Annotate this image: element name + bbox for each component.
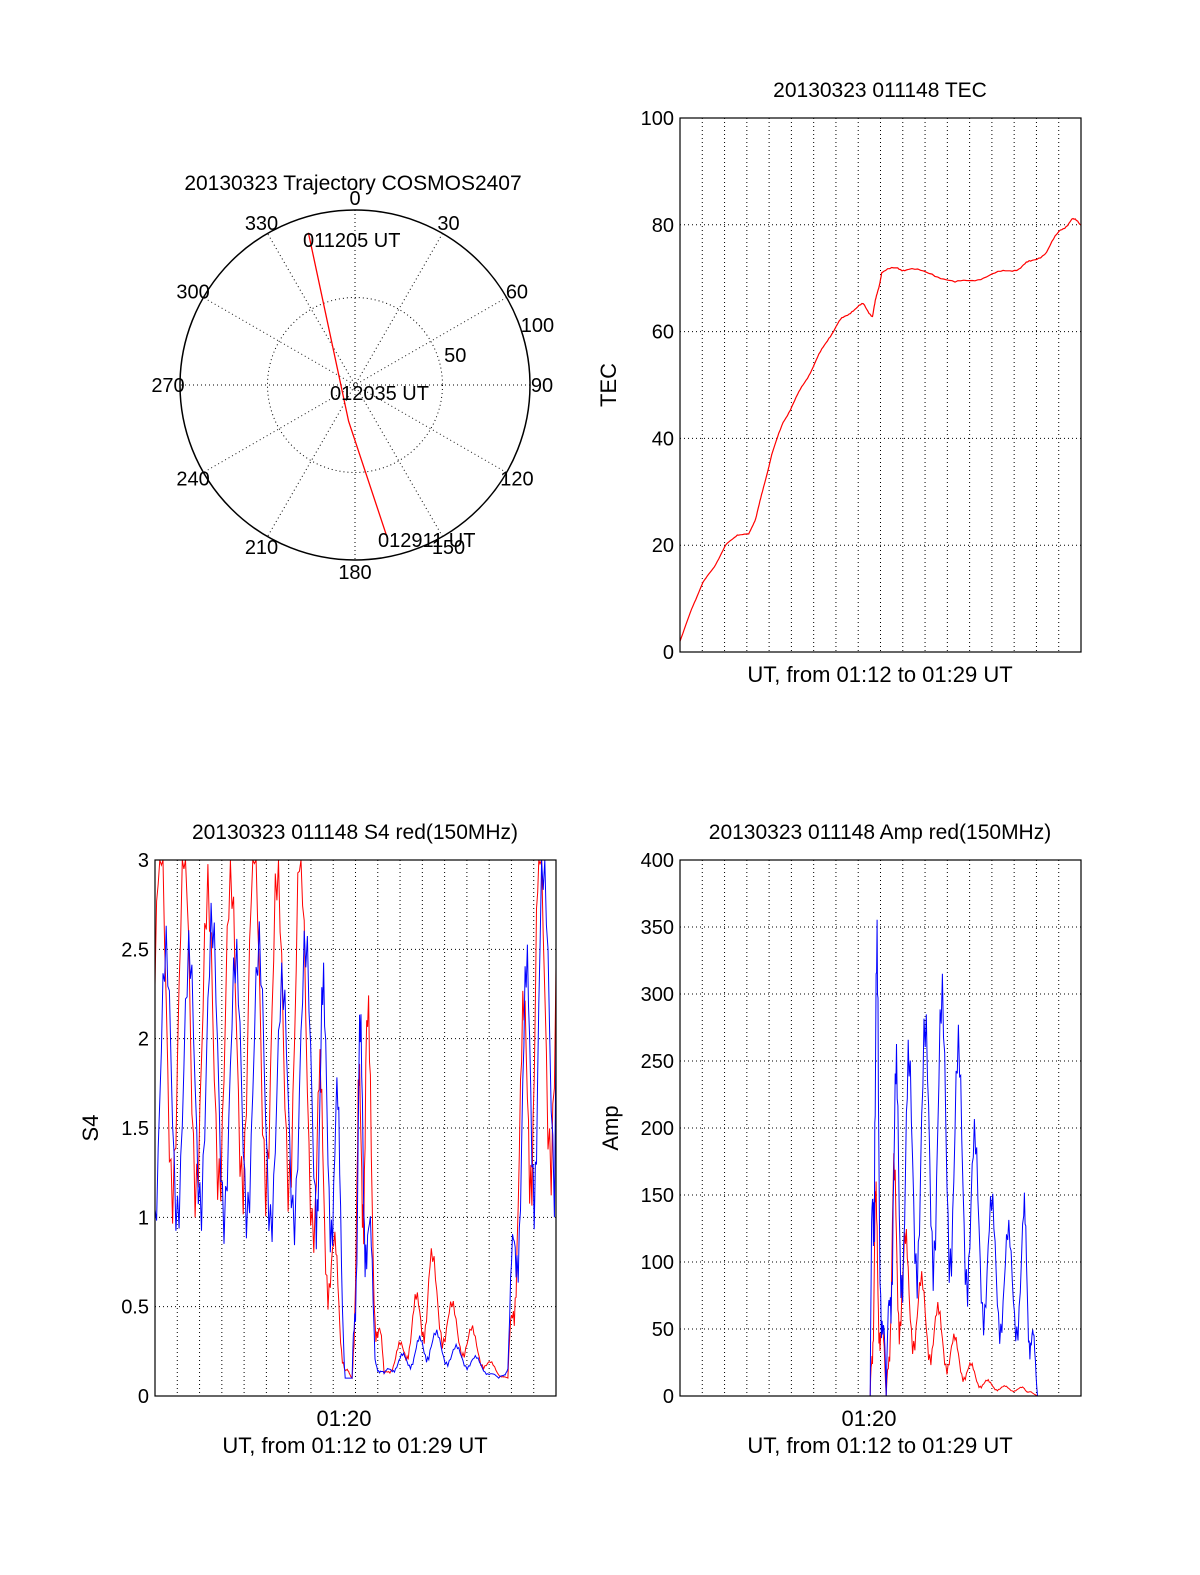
amp-grid: [680, 859, 1081, 1397]
amp-y-tick-label: 200: [641, 1118, 674, 1140]
tec-plot-frame: [679, 117, 1082, 653]
amp-series: [680, 919, 1081, 1397]
polar-annotation-mid: 012035 UT: [330, 383, 429, 405]
tec-x-axis-label: UT, from 01:12 to 01:29 UT: [747, 662, 1012, 687]
amp-y-tick-label: 350: [641, 917, 674, 939]
s4-y-tick-label: 0: [138, 1386, 149, 1408]
s4-plot-frame: [154, 859, 557, 1397]
tec-y-tick-label: 100: [641, 108, 674, 130]
s4-y-tick-labels: 0 0.5 1 1.5 2 2.5 3: [121, 850, 149, 1408]
polar-grid: [179, 209, 531, 561]
s4-y-axis-label: S4: [78, 1115, 103, 1142]
amp-series-blue: [680, 919, 1081, 1397]
polar-angle-label: 180: [338, 562, 371, 584]
tec-y-tick-label: 0: [663, 642, 674, 664]
s4-y-tick-label: 3: [138, 850, 149, 872]
polar-radius-label: 100: [521, 315, 554, 337]
amp-y-tick-label: 50: [652, 1319, 674, 1341]
tec-series: [679, 217, 1082, 642]
s4-x-axis-label: UT, from 01:12 to 01:29 UT: [222, 1433, 487, 1458]
tec-panel: 20130323 011148 TEC 0 20 40 60 80 100 UT, fro…: [596, 79, 1082, 687]
s4-x-tick-label: 01:20: [316, 1406, 371, 1431]
amp-y-tick-label: 300: [641, 984, 674, 1006]
amp-title: 20130323 011148 Amp red(150MHz): [709, 821, 1051, 844]
tec-y-tick-labels: 0 20 40 60 80 100: [641, 108, 674, 664]
polar-trajectory-panel: 20130323 Trajectory COSMOS2407 0 30 60 90 12…: [151, 172, 554, 584]
amp-panel: 20130323 011148 Amp red(150MHz) 0 50 100 15…: [598, 821, 1082, 1458]
s4-y-tick-label: 0.5: [121, 1297, 149, 1319]
polar-annotation-start: 011205 UT: [303, 230, 400, 252]
amp-y-tick-label: 400: [641, 850, 674, 872]
tec-title: 20130323 011148 TEC: [773, 79, 987, 102]
s4-series: [154, 859, 557, 1380]
tec-series-red: [679, 217, 1082, 642]
polar-angle-label: 330: [245, 213, 278, 235]
polar-angle-label: 60: [506, 282, 528, 304]
polar-angle-label: 0: [349, 188, 360, 210]
polar-angle-label: 90: [531, 375, 553, 397]
polar-radius-label: 50: [444, 345, 466, 367]
tec-y-tick-label: 80: [652, 215, 674, 237]
polar-angle-label: 30: [437, 213, 459, 235]
polar-angle-labels: 0 30 60 90 120 150 180 210 240 270 300 330: [151, 188, 553, 584]
polar-radius-labels: 50 100: [444, 315, 554, 367]
s4-y-tick-label: 2: [138, 1029, 149, 1051]
s4-y-tick-label: 1.5: [121, 1118, 149, 1140]
polar-trajectory-line: [307, 232, 389, 540]
tec-y-tick-label: 40: [652, 428, 674, 450]
polar-angle-label: 300: [176, 282, 209, 304]
amp-y-tick-label: 150: [641, 1185, 674, 1207]
tec-y-tick-label: 20: [652, 535, 674, 557]
polar-series: [307, 232, 389, 540]
s4-series-blue: [154, 859, 557, 1379]
polar-annotation-end: 012911 UT: [378, 530, 475, 552]
polar-angle-label: 120: [500, 469, 533, 491]
amp-y-tick-label: 0: [663, 1386, 674, 1408]
s4-series-red: [154, 859, 557, 1380]
polar-angle-label: 270: [151, 375, 184, 397]
s4-y-tick-label: 2.5: [121, 939, 149, 961]
tec-y-tick-label: 60: [652, 322, 674, 344]
polar-inner-circle: [267, 297, 443, 473]
polar-angle-label: 150: [432, 537, 465, 559]
amp-y-tick-label: 100: [641, 1252, 674, 1274]
amp-series-red: [680, 1153, 1081, 1397]
polar-angle-label: 210: [245, 537, 278, 559]
s4-title: 20130323 011148 S4 red(150MHz): [192, 821, 518, 844]
s4-y-tick-label: 1: [138, 1207, 149, 1229]
amp-y-axis-label: Amp: [598, 1105, 623, 1150]
amp-x-tick-label: 01:20: [841, 1406, 896, 1431]
tec-grid: [680, 117, 1081, 653]
polar-angle-label: 240: [176, 469, 209, 491]
polar-title: 20130323 Trajectory COSMOS2407: [184, 172, 521, 195]
amp-y-tick-label: 250: [641, 1051, 674, 1073]
tec-y-axis-label: TEC: [596, 363, 621, 407]
amp-x-axis-label: UT, from 01:12 to 01:29 UT: [747, 1433, 1012, 1458]
amp-y-tick-labels: 0 50 100 150 200 250 300 350 400: [641, 850, 674, 1408]
s4-panel: 20130323 011148 S4 red(150MHz) 0 0.5 1 1.5 2…: [78, 821, 557, 1458]
amp-plot-frame: [679, 859, 1082, 1397]
